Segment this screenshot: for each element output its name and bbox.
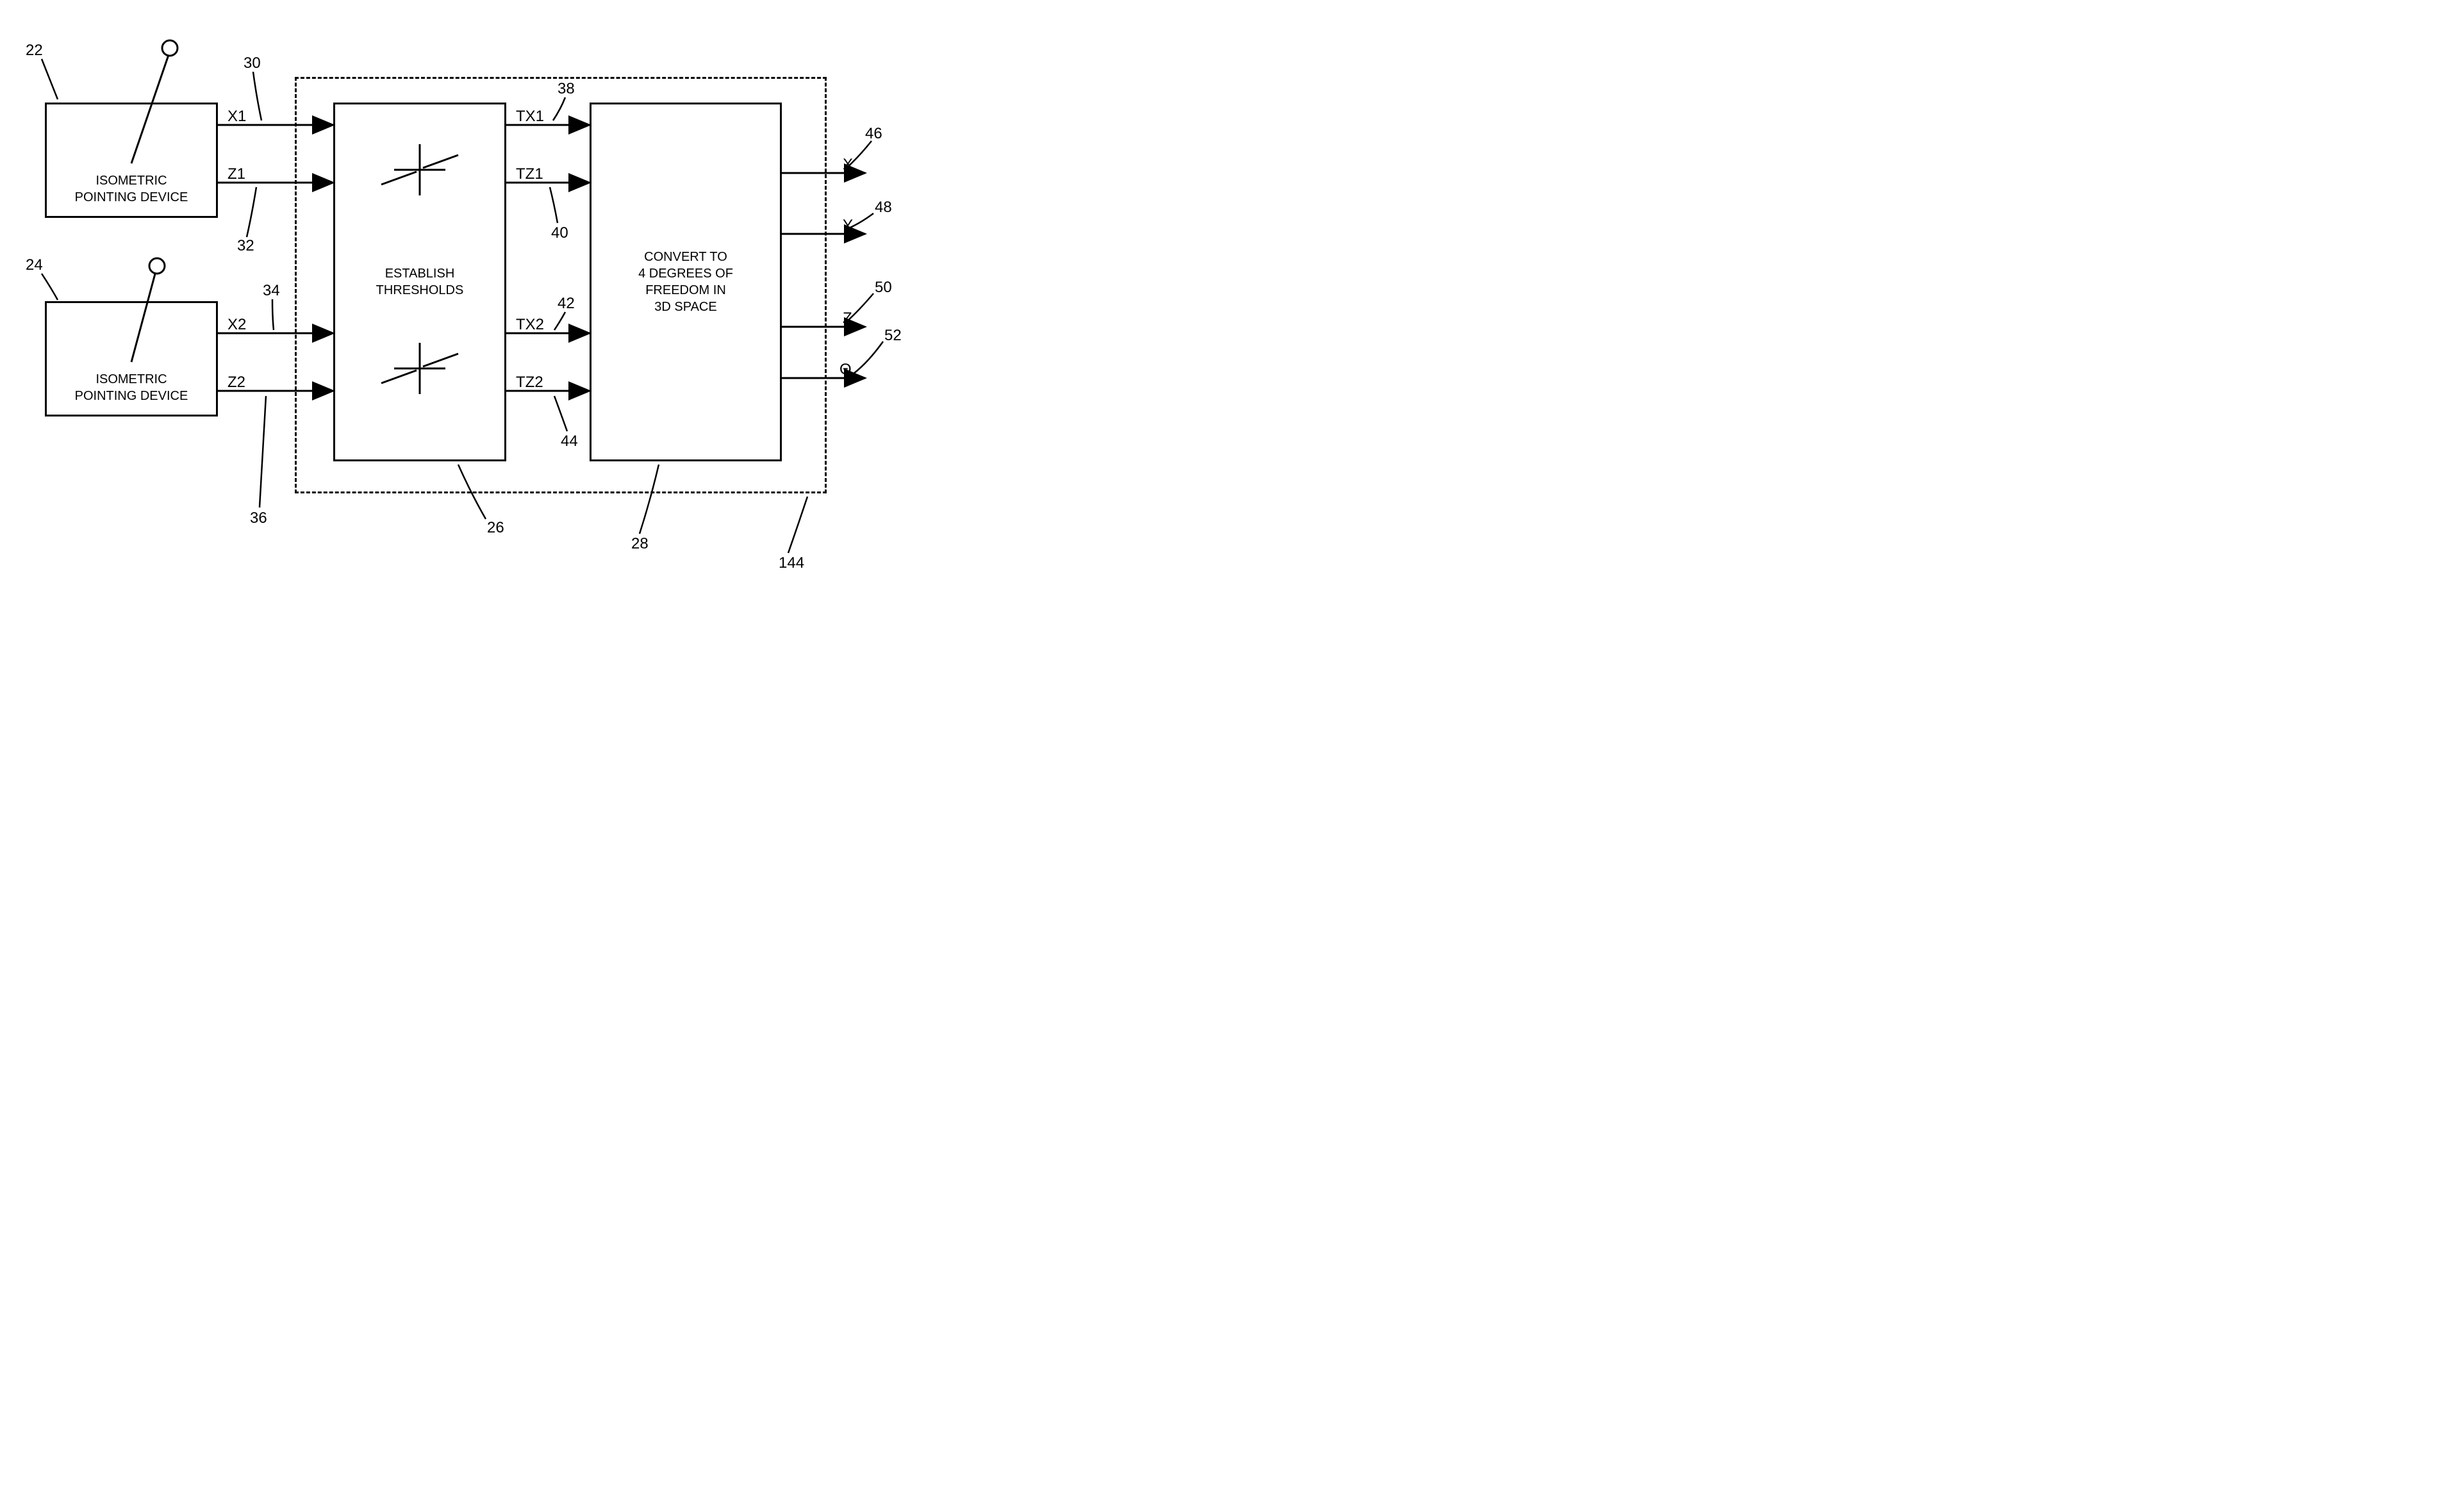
leader-36 — [260, 396, 266, 507]
leader-34 — [272, 299, 274, 330]
leader-22 — [42, 59, 58, 99]
thresholds-line2: THRESHOLDS — [376, 282, 464, 299]
label-z1: Z1 — [227, 165, 245, 183]
block-diagram: ISOMETRIC POINTING DEVICE ISOMETRIC POIN… — [13, 13, 974, 590]
ref-38: 38 — [558, 80, 575, 98]
device-1-box: ISOMETRIC POINTING DEVICE — [45, 103, 218, 218]
device-1-line2: POINTING DEVICE — [75, 189, 188, 206]
ref-144: 144 — [779, 554, 804, 572]
label-out-theta: Θ — [839, 361, 852, 379]
device-2-line1: ISOMETRIC — [95, 371, 167, 388]
device-2-box: ISOMETRIC POINTING DEVICE — [45, 301, 218, 417]
thresholds-line1: ESTABLISH — [385, 265, 455, 282]
label-tx2: TX2 — [516, 316, 544, 334]
leader-144 — [788, 497, 807, 553]
device-2-line2: POINTING DEVICE — [75, 388, 188, 404]
ref-44: 44 — [561, 433, 578, 450]
ref-48: 48 — [875, 199, 892, 217]
ref-42: 42 — [558, 295, 575, 313]
device-1-line1: ISOMETRIC — [95, 172, 167, 189]
label-tz1: TZ1 — [516, 165, 543, 183]
convert-line1: CONVERT TO — [644, 249, 727, 265]
leader-32 — [247, 187, 256, 237]
convert-line2: 4 DEGREES OF — [638, 265, 733, 282]
ref-36: 36 — [250, 509, 267, 527]
leader-30 — [253, 72, 261, 120]
ref-52: 52 — [884, 327, 902, 345]
ref-30: 30 — [244, 54, 261, 72]
label-tz2: TZ2 — [516, 374, 543, 392]
label-tx1: TX1 — [516, 108, 544, 126]
ref-32: 32 — [237, 237, 254, 255]
ref-28: 28 — [631, 535, 649, 553]
ref-22: 22 — [26, 42, 43, 60]
ref-24: 24 — [26, 256, 43, 274]
label-z2: Z2 — [227, 374, 245, 392]
ref-40: 40 — [551, 224, 568, 242]
thresholds-box: ESTABLISH THRESHOLDS — [333, 103, 506, 461]
ref-26: 26 — [487, 519, 504, 537]
leader-52 — [854, 342, 883, 374]
leader-24 — [42, 274, 58, 300]
label-out-z: Z — [843, 309, 852, 327]
label-out-y: Y — [843, 217, 853, 235]
ref-50: 50 — [875, 279, 892, 297]
ref-34: 34 — [263, 282, 280, 300]
label-x2: X2 — [227, 316, 246, 334]
ref-46: 46 — [865, 125, 882, 143]
convert-line3: FREEDOM IN — [645, 282, 726, 299]
label-out-x: X — [843, 156, 853, 174]
label-x1: X1 — [227, 108, 246, 126]
convert-line4: 3D SPACE — [654, 299, 716, 315]
convert-box: CONVERT TO 4 DEGREES OF FREEDOM IN 3D SP… — [590, 103, 782, 461]
